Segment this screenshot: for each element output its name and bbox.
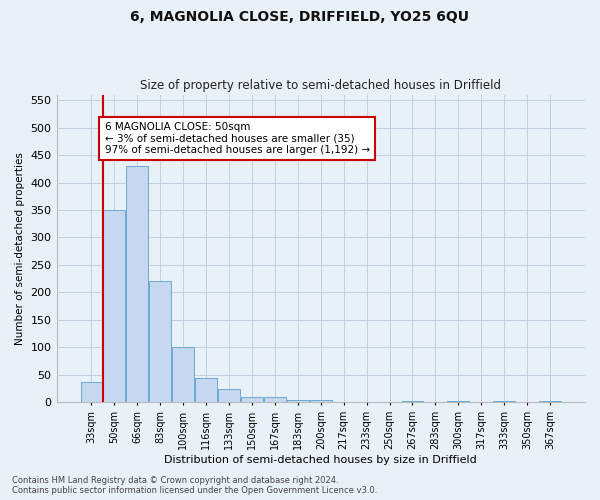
Bar xyxy=(195,378,217,402)
Title: Size of property relative to semi-detached houses in Driffield: Size of property relative to semi-detach… xyxy=(140,79,501,92)
Bar xyxy=(287,400,309,402)
Text: 6, MAGNOLIA CLOSE, DRIFFIELD, YO25 6QU: 6, MAGNOLIA CLOSE, DRIFFIELD, YO25 6QU xyxy=(131,10,470,24)
Bar xyxy=(448,401,469,402)
Bar xyxy=(241,397,263,402)
Y-axis label: Number of semi-detached properties: Number of semi-detached properties xyxy=(15,152,25,345)
Bar xyxy=(172,348,194,403)
Bar xyxy=(149,282,171,403)
Text: 6 MAGNOLIA CLOSE: 50sqm
← 3% of semi-detached houses are smaller (35)
97% of sem: 6 MAGNOLIA CLOSE: 50sqm ← 3% of semi-det… xyxy=(104,122,370,155)
Bar xyxy=(103,210,125,402)
Bar xyxy=(493,401,515,402)
Bar xyxy=(310,400,332,402)
Text: Contains HM Land Registry data © Crown copyright and database right 2024.
Contai: Contains HM Land Registry data © Crown c… xyxy=(12,476,377,495)
Bar xyxy=(401,401,424,402)
Bar xyxy=(127,166,148,402)
Bar xyxy=(539,401,561,402)
Bar xyxy=(264,397,286,402)
Bar xyxy=(80,382,103,402)
Bar xyxy=(218,388,240,402)
X-axis label: Distribution of semi-detached houses by size in Driffield: Distribution of semi-detached houses by … xyxy=(164,455,477,465)
